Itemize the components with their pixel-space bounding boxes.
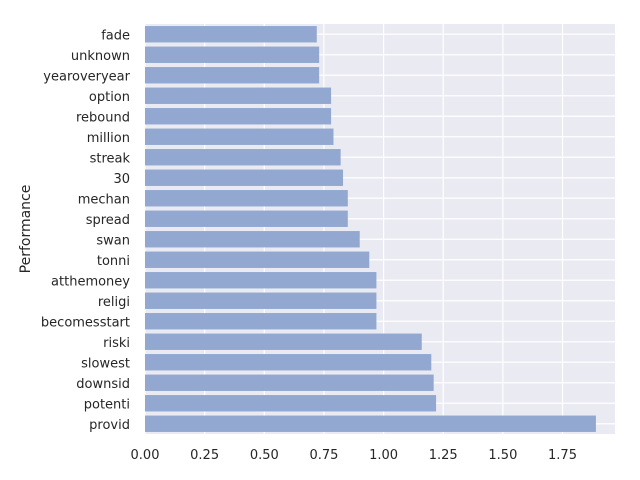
y-tick-label: becomesstart (41, 315, 130, 330)
bar-riski (145, 333, 422, 350)
bar-downsid (145, 374, 434, 391)
bar-slowest (145, 354, 432, 371)
y-tick-label: provid (89, 418, 130, 433)
bar-spread (145, 210, 348, 227)
bar-million (145, 128, 334, 145)
y-tick-label: riski (103, 336, 130, 351)
bar-option (145, 87, 332, 104)
plot-area (145, 24, 615, 434)
y-tick-label: mechan (78, 192, 130, 207)
y-tick-label: million (87, 131, 130, 146)
x-tick-label: 1.25 (429, 448, 458, 463)
y-tick-label: swan (96, 233, 130, 248)
bar-rebound (145, 108, 332, 125)
y-tick-label: streak (90, 151, 131, 166)
x-tick-label: 0.75 (309, 448, 338, 463)
y-tick-label: downsid (76, 377, 130, 392)
x-tick-labels: 0.00 0.25 0.50 0.75 1.00 1.25 1.50 1.75 (131, 448, 577, 463)
y-tick-label: fade (101, 28, 130, 43)
y-tick-label: option (89, 90, 130, 105)
y-tick-label: tonni (97, 254, 130, 269)
bar-30 (145, 169, 344, 186)
y-axis-label: Performance (18, 185, 34, 274)
x-tick-label: 1.00 (369, 448, 398, 463)
x-tick-label: 1.50 (488, 448, 517, 463)
bar-tonni (145, 251, 370, 268)
y-tick-labels: provid potenti downsid slowest riski becomess… (41, 28, 131, 433)
bar-unknown (145, 46, 320, 63)
bar-mechan (145, 190, 348, 207)
bar-yearoveryear (145, 67, 320, 84)
y-tick-label: religi (98, 295, 130, 310)
bars (145, 26, 596, 432)
y-tick-label: atthemoney (51, 274, 130, 289)
y-tick-label: slowest (81, 356, 130, 371)
x-tick-label: 1.75 (548, 448, 577, 463)
bar-atthemoney (145, 272, 377, 289)
y-tick-label: unknown (71, 49, 130, 64)
bar-swan (145, 231, 360, 248)
y-tick-label: 30 (113, 172, 130, 187)
bar-potenti (145, 395, 437, 412)
bar-becomesstart (145, 313, 377, 330)
bar-religi (145, 292, 377, 309)
y-tick-label: rebound (76, 110, 130, 125)
x-tick-label: 0.50 (250, 448, 279, 463)
y-tick-label: spread (86, 213, 130, 228)
y-tick-label: potenti (84, 397, 130, 412)
bar-fade (145, 26, 317, 43)
bar-streak (145, 149, 341, 166)
x-tick-label: 0.25 (190, 448, 219, 463)
bar-provid (145, 415, 596, 432)
x-tick-label: 0.00 (131, 448, 160, 463)
y-tick-label: yearoveryear (43, 69, 130, 84)
